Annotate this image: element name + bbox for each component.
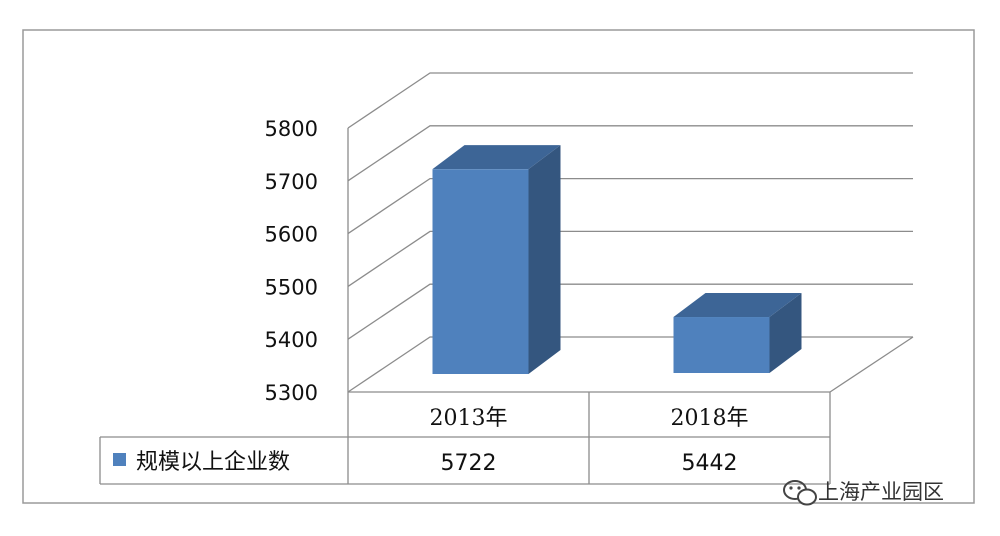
bar bbox=[673, 293, 802, 373]
legend-label: 规模以上企业数 bbox=[136, 450, 290, 475]
data-label: 5722 bbox=[441, 451, 497, 476]
data-table: 2013年 2018年 5722 5442 规模以上企业数 bbox=[99, 391, 831, 485]
data-label: 5442 bbox=[682, 451, 738, 476]
bar-front bbox=[673, 317, 770, 373]
gridline bbox=[347, 230, 913, 287]
bars bbox=[432, 145, 802, 374]
floor-edge bbox=[829, 336, 914, 393]
gridline bbox=[347, 177, 913, 235]
bar-top bbox=[673, 293, 802, 318]
bar-top bbox=[432, 145, 561, 170]
gridline bbox=[347, 125, 913, 182]
y-tick-label: 5400 bbox=[265, 328, 318, 352]
y-tick-label: 5800 bbox=[265, 117, 318, 141]
bar bbox=[432, 145, 561, 374]
x-category-label: 2013年 bbox=[430, 406, 508, 431]
y-tick-label: 5500 bbox=[265, 275, 318, 299]
watermark-text: 上海产业园区 bbox=[818, 480, 944, 504]
y-tick-label: 5300 bbox=[265, 381, 318, 405]
bar-side bbox=[769, 293, 802, 373]
wechat-icon bbox=[783, 480, 817, 506]
bar-front bbox=[432, 169, 529, 374]
bar-side bbox=[528, 145, 561, 374]
watermark: 上海产业园区 bbox=[783, 480, 944, 506]
x-category-label: 2018年 bbox=[671, 406, 749, 431]
y-axis-ticks: 5800 5700 5600 5500 5400 5300 bbox=[265, 117, 318, 405]
gridline bbox=[347, 72, 913, 129]
legend-swatch bbox=[113, 453, 126, 466]
y-tick-label: 5600 bbox=[265, 223, 318, 247]
y-tick-label: 5700 bbox=[265, 170, 318, 194]
gridline bbox=[347, 283, 913, 340]
